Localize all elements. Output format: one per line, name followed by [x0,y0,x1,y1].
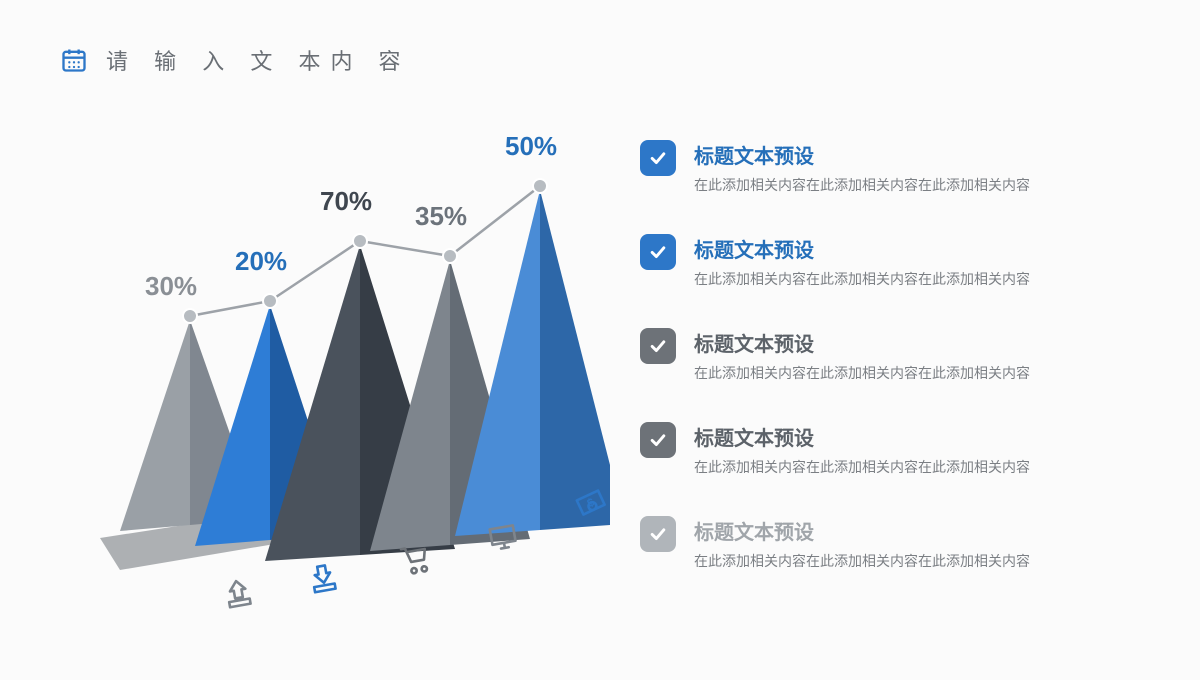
page-header: 请 输 入 文 本内 容 [60,44,411,76]
calendar-icon [60,46,88,74]
trend-marker [263,294,277,308]
value-label: 70% [320,186,372,216]
triangle-chart: 30%20%70%35%50%$ [50,130,610,630]
value-label: 20% [235,246,287,276]
checklist: 标题文本预设 在此添加相关内容在此添加相关内容在此添加相关内容 标题文本预设 在… [640,140,1160,610]
item-desc: 在此添加相关内容在此添加相关内容在此添加相关内容 [694,269,1030,290]
item-title: 标题文本预设 [694,516,1030,545]
value-label: 50% [505,131,557,161]
checklist-item: 标题文本预设 在此添加相关内容在此添加相关内容在此添加相关内容 [640,422,1160,478]
triangle-left [120,320,190,531]
item-title: 标题文本预设 [694,422,1030,451]
item-desc: 在此添加相关内容在此添加相关内容在此添加相关内容 [694,551,1030,572]
page-title: 请 输 入 文 本内 容 [106,44,411,76]
check-icon [640,422,676,458]
check-icon [640,234,676,270]
trend-marker [353,234,367,248]
item-title: 标题文本预设 [694,234,1030,263]
item-desc: 在此添加相关内容在此添加相关内容在此添加相关内容 [694,363,1030,384]
item-title: 标题文本预设 [694,140,1030,169]
check-icon [640,516,676,552]
value-label: 35% [415,201,467,231]
item-title: 标题文本预设 [694,328,1030,357]
trend-marker [443,249,457,263]
check-icon [640,140,676,176]
trend-marker [183,309,197,323]
checklist-item: 标题文本预设 在此添加相关内容在此添加相关内容在此添加相关内容 [640,516,1160,572]
cart-icon [401,545,429,575]
value-label: 30% [145,271,197,301]
checklist-item: 标题文本预设 在此添加相关内容在此添加相关内容在此添加相关内容 [640,328,1160,384]
trend-marker [533,179,547,193]
checklist-item: 标题文本预设 在此添加相关内容在此添加相关内容在此添加相关内容 [640,234,1160,290]
triangle-right [540,190,610,530]
check-icon [640,328,676,364]
item-desc: 在此添加相关内容在此添加相关内容在此添加相关内容 [694,457,1030,478]
upload-icon [226,579,251,607]
checklist-item: 标题文本预设 在此添加相关内容在此添加相关内容在此添加相关内容 [640,140,1160,196]
item-desc: 在此添加相关内容在此添加相关内容在此添加相关内容 [694,175,1030,196]
download-icon [311,564,336,592]
